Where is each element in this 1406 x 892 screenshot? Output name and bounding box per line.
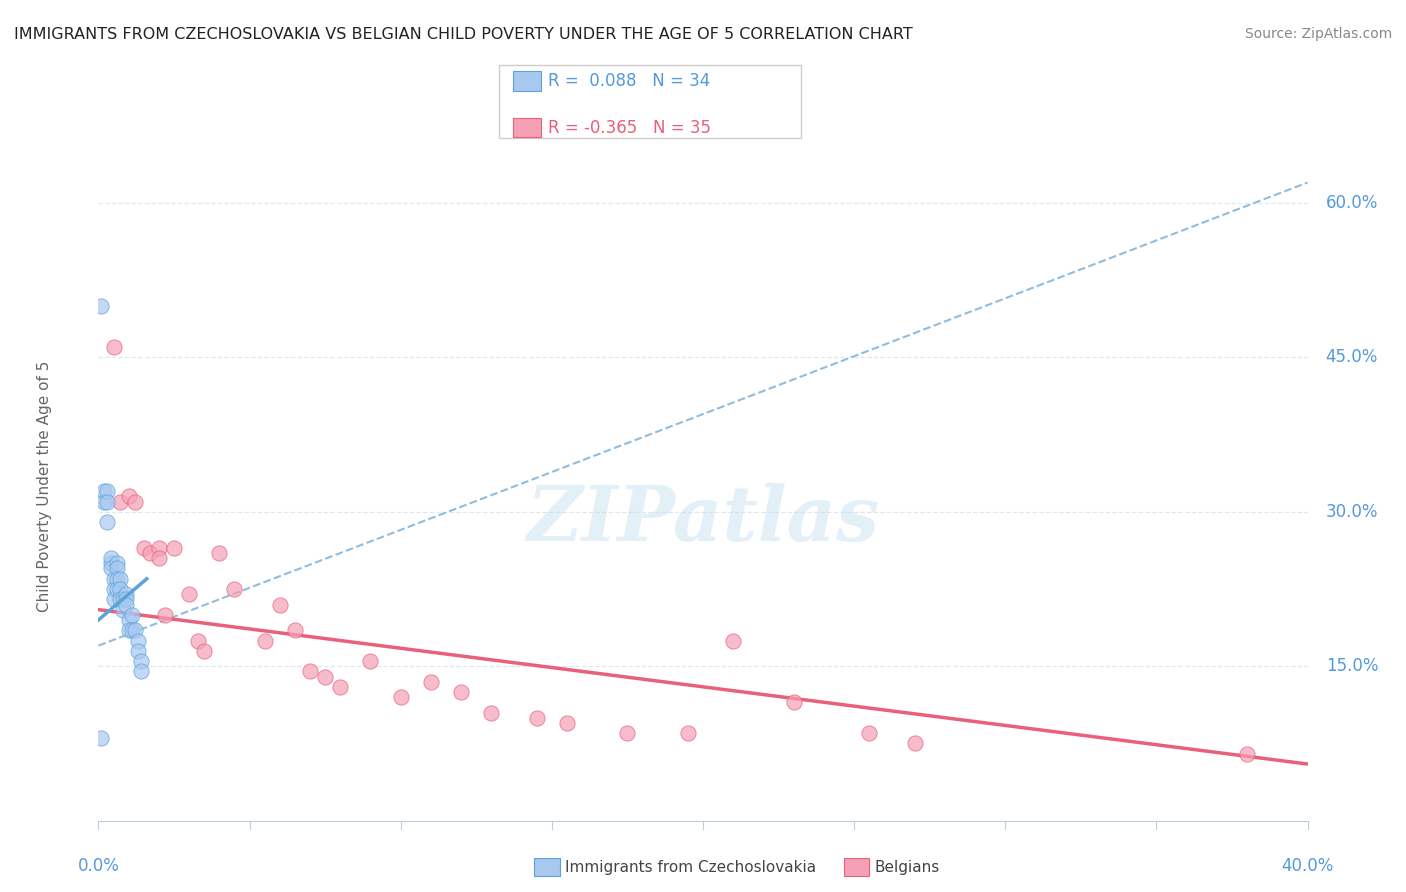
Point bbox=[121, 624, 143, 638]
Text: R = -0.365   N = 35: R = -0.365 N = 35 bbox=[548, 119, 711, 136]
Point bbox=[103, 592, 125, 607]
Point bbox=[93, 484, 115, 499]
Point bbox=[858, 726, 880, 740]
Point bbox=[103, 582, 125, 596]
Point bbox=[90, 299, 112, 313]
Point bbox=[129, 665, 152, 679]
Point bbox=[676, 726, 699, 740]
Point bbox=[419, 674, 441, 689]
Point bbox=[105, 561, 128, 575]
Point bbox=[100, 561, 122, 575]
Point bbox=[108, 582, 131, 596]
Point bbox=[96, 494, 118, 508]
Point bbox=[177, 587, 201, 601]
Point bbox=[114, 587, 136, 601]
Point bbox=[616, 726, 638, 740]
Point bbox=[103, 340, 125, 354]
Point bbox=[93, 494, 115, 508]
Point bbox=[100, 557, 122, 571]
Point bbox=[108, 494, 131, 508]
Point bbox=[124, 494, 146, 508]
Point bbox=[114, 598, 136, 612]
Point bbox=[314, 669, 336, 683]
Point bbox=[904, 736, 927, 750]
Point bbox=[721, 633, 744, 648]
Point bbox=[782, 695, 804, 709]
Point bbox=[124, 624, 146, 638]
Point bbox=[118, 490, 141, 504]
Point bbox=[481, 706, 503, 720]
Point bbox=[193, 644, 215, 658]
Point bbox=[153, 607, 176, 622]
Point bbox=[139, 546, 162, 560]
Point bbox=[114, 592, 136, 607]
Text: 45.0%: 45.0% bbox=[1326, 349, 1378, 367]
Point bbox=[121, 607, 143, 622]
Point bbox=[111, 592, 134, 607]
Text: 40.0%: 40.0% bbox=[1281, 857, 1334, 875]
Point bbox=[360, 654, 382, 668]
Point bbox=[90, 731, 112, 746]
Point bbox=[284, 624, 307, 638]
Point bbox=[187, 633, 209, 648]
Point bbox=[96, 484, 118, 499]
Point bbox=[105, 582, 128, 596]
Point bbox=[450, 685, 472, 699]
Point bbox=[224, 582, 246, 596]
Point bbox=[555, 715, 578, 730]
Point bbox=[127, 633, 149, 648]
Text: IMMIGRANTS FROM CZECHOSLOVAKIA VS BELGIAN CHILD POVERTY UNDER THE AGE OF 5 CORRE: IMMIGRANTS FROM CZECHOSLOVAKIA VS BELGIA… bbox=[14, 27, 912, 42]
Text: 0.0%: 0.0% bbox=[77, 857, 120, 875]
Text: 30.0%: 30.0% bbox=[1326, 503, 1378, 521]
Point bbox=[208, 546, 231, 560]
Point bbox=[100, 551, 122, 566]
Point bbox=[108, 592, 131, 607]
Point bbox=[253, 633, 276, 648]
Point bbox=[105, 557, 128, 571]
Point bbox=[269, 598, 291, 612]
Text: ZIPatlas: ZIPatlas bbox=[526, 483, 880, 557]
Point bbox=[108, 572, 131, 586]
Text: 60.0%: 60.0% bbox=[1326, 194, 1378, 212]
Text: Source: ZipAtlas.com: Source: ZipAtlas.com bbox=[1244, 27, 1392, 41]
Text: Belgians: Belgians bbox=[875, 860, 939, 874]
Text: R =  0.088   N = 34: R = 0.088 N = 34 bbox=[548, 72, 710, 90]
Point bbox=[118, 613, 141, 627]
Point bbox=[1236, 747, 1258, 761]
Point bbox=[105, 572, 128, 586]
Text: 15.0%: 15.0% bbox=[1326, 657, 1378, 675]
Point bbox=[127, 644, 149, 658]
Point bbox=[526, 711, 548, 725]
Point bbox=[329, 680, 352, 694]
Text: Immigrants from Czechoslovakia: Immigrants from Czechoslovakia bbox=[565, 860, 817, 874]
Point bbox=[111, 602, 134, 616]
Point bbox=[148, 541, 170, 555]
Point bbox=[118, 624, 141, 638]
Point bbox=[163, 541, 186, 555]
Point bbox=[103, 572, 125, 586]
Point bbox=[389, 690, 412, 705]
Point bbox=[148, 551, 170, 566]
Text: Child Poverty Under the Age of 5: Child Poverty Under the Age of 5 bbox=[37, 360, 52, 612]
Point bbox=[299, 665, 322, 679]
Point bbox=[96, 515, 118, 529]
Point bbox=[129, 654, 152, 668]
Point bbox=[132, 541, 155, 555]
